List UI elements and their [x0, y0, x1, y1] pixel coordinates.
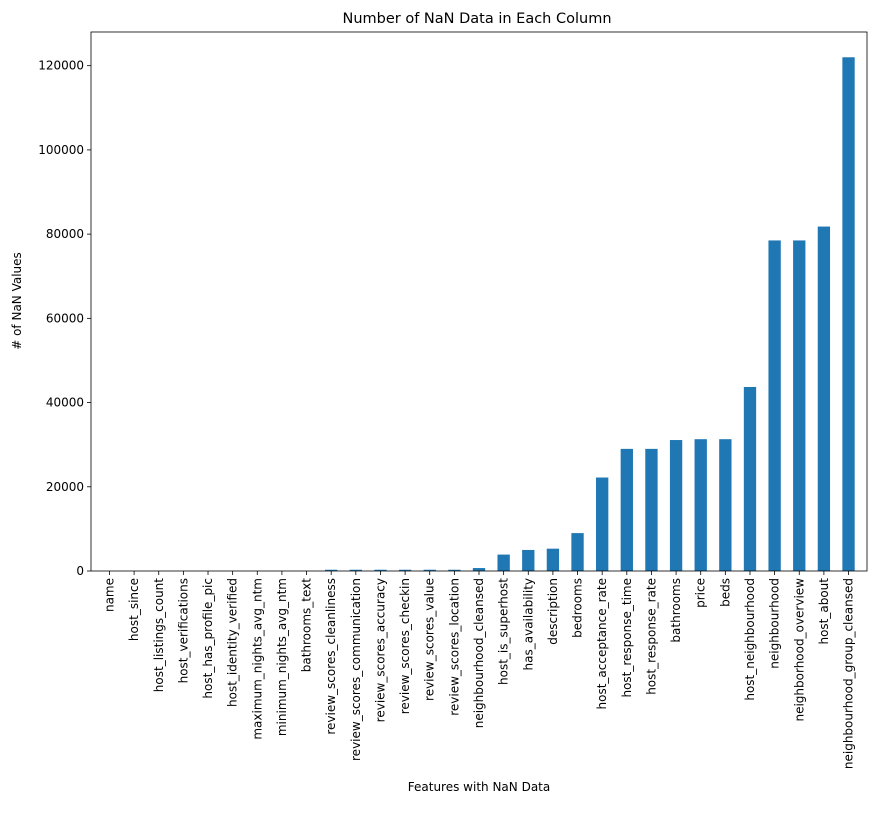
bar-review_scores_location: [448, 569, 461, 571]
x-tick-label: minimum_nights_avg_ntm: [275, 578, 289, 736]
bar-bathrooms: [669, 440, 683, 571]
bar-host_response_time: [620, 448, 633, 571]
bar-neighbourhood_group_cleansed: [842, 57, 855, 571]
y-tick-label: 20000: [46, 480, 84, 494]
x-tick-label: review_scores_accuracy: [373, 578, 387, 722]
x-axis: name host_since host_listings_count host_ve…: [102, 571, 856, 769]
y-tick-label: 60000: [46, 311, 84, 325]
bar-neighbourhood_cleansed: [472, 568, 486, 571]
x-tick-label: review_scores_checkin: [398, 578, 412, 714]
x-tick-label: host_about: [817, 578, 831, 645]
bar-host_response_rate: [645, 448, 658, 571]
x-tick-label: host_has_profile_pic: [201, 578, 215, 699]
plot-area: [91, 32, 867, 571]
x-tick-label: name: [102, 578, 116, 612]
bar-bedrooms: [571, 533, 584, 571]
y-tick-label: 40000: [46, 396, 84, 410]
x-tick-label: host_acceptance_rate: [595, 578, 609, 709]
y-tick-label: 100000: [38, 143, 84, 157]
x-tick-label: neighbourhood_cleansed: [472, 578, 486, 728]
bar-description: [546, 548, 560, 571]
x-tick-label: host_is_superhost: [497, 578, 511, 685]
bar-review_scores_cleanliness: [325, 569, 338, 571]
x-tick-label: price: [694, 578, 708, 608]
x-tick-label: review_scores_cleanliness: [324, 578, 338, 735]
bars-group: [325, 57, 855, 572]
x-tick-label: bathrooms_text: [300, 578, 314, 673]
bar-host_neighbourhood: [743, 386, 757, 571]
bar-host_is_superhost: [497, 554, 510, 571]
bar-beds: [719, 439, 732, 571]
y-tick-label: 80000: [46, 227, 84, 241]
x-tick-label: description: [546, 578, 560, 645]
y-axis: 0 20000 40000 60000 80000 100000 120000: [38, 59, 91, 578]
x-tick-label: has_availability: [521, 578, 535, 670]
bar-has_availability: [522, 549, 535, 571]
x-tick-label: host_neighbourhood: [743, 578, 757, 701]
x-tick-label: maximum_nights_avg_ntm: [250, 578, 264, 740]
bar-review_scores_value: [423, 569, 436, 571]
x-tick-label: host_response_time: [620, 578, 634, 698]
bar-neighborhood_overview: [793, 240, 806, 571]
bar-price: [694, 439, 707, 571]
bar-host_about: [817, 226, 831, 572]
x-tick-label: review_scores_location: [447, 578, 461, 716]
x-tick-label: beds: [718, 578, 732, 607]
x-tick-label: neighbourhood: [768, 578, 782, 669]
bar-neighbourhood: [768, 240, 781, 571]
x-tick-label: bathrooms: [669, 578, 683, 643]
x-tick-label: bedrooms: [571, 578, 585, 638]
y-tick-label: 0: [76, 564, 84, 578]
x-axis-title: Features with NaN Data: [408, 780, 550, 794]
x-tick-label: host_listings_count: [152, 578, 166, 692]
x-tick-label: review_scores_communication: [349, 578, 363, 761]
x-tick-label: host_identity_verified: [226, 578, 240, 707]
bar-host_acceptance_rate: [596, 477, 609, 571]
bar-review_scores_communication: [349, 569, 362, 571]
x-tick-label: host_verifications: [176, 578, 190, 683]
x-tick-label: neighbourhood_group_cleansed: [842, 578, 856, 769]
bar-review_scores_checkin: [398, 569, 412, 571]
x-tick-label: neighborhood_overview: [792, 578, 806, 722]
plot-frame: [90, 31, 868, 572]
x-tick-label: host_since: [127, 578, 141, 641]
bar-review_scores_accuracy: [374, 569, 387, 571]
chart-title: Number of NaN Data in Each Column: [342, 11, 611, 27]
y-axis-title: # of NaN Values: [10, 252, 24, 350]
x-tick-label: host_response_rate: [644, 578, 658, 695]
x-tick-label: review_scores_value: [423, 578, 437, 701]
y-tick-label: 120000: [38, 59, 84, 73]
